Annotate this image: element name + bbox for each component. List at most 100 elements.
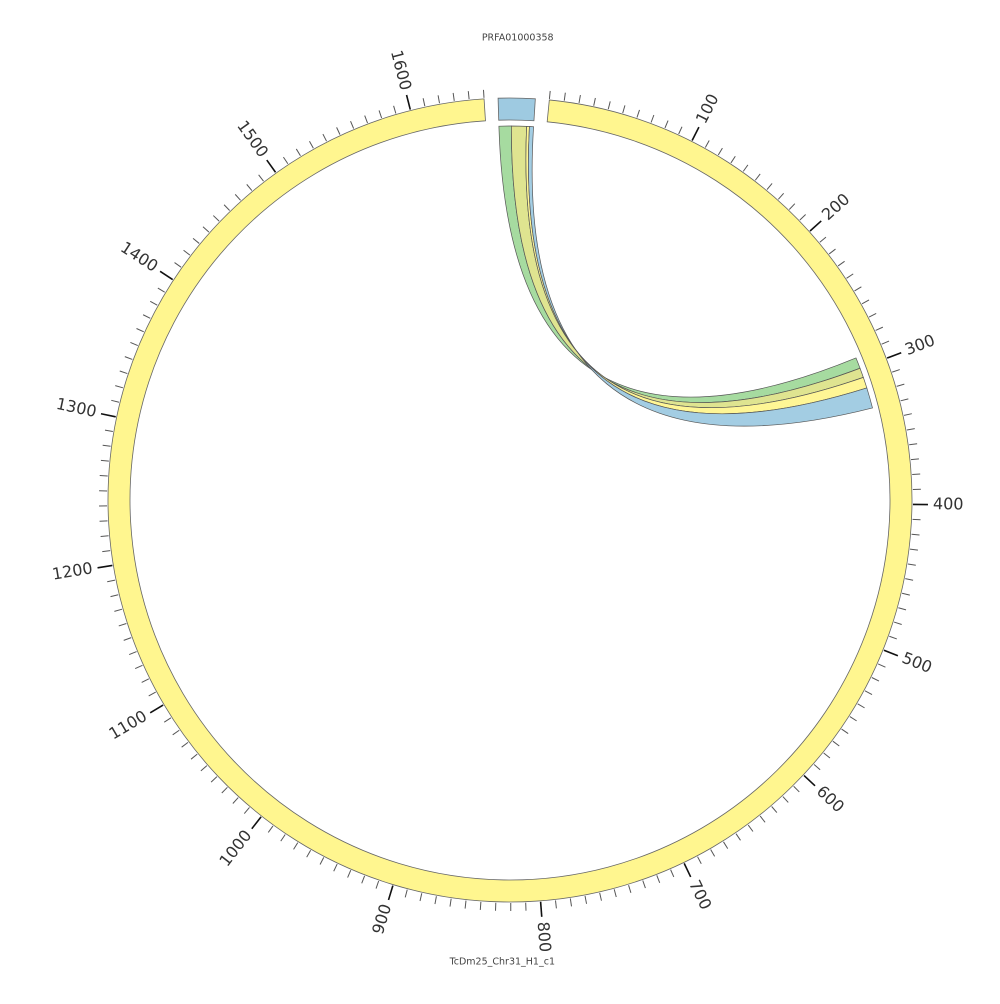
minor-tick (211, 777, 217, 782)
minor-tick (820, 237, 826, 242)
major-tick (887, 353, 901, 358)
major-tick (541, 902, 542, 917)
minor-tick (296, 149, 300, 156)
minor-tick (872, 678, 879, 682)
minor-tick (907, 429, 915, 430)
tick-label: 300 (902, 330, 937, 359)
minor-tick (912, 534, 920, 535)
minor-tick (323, 134, 327, 141)
major-tick (150, 705, 163, 713)
minor-tick (555, 900, 556, 908)
minor-tick (294, 843, 298, 850)
minor-tick (142, 679, 149, 683)
tick-label: 200 (818, 189, 853, 224)
major-tick (389, 886, 393, 900)
minor-tick (120, 371, 128, 374)
minor-tick (103, 445, 111, 446)
minor-tick (705, 141, 709, 148)
minor-tick (671, 870, 674, 877)
minor-tick (420, 893, 422, 901)
major-tick (692, 127, 699, 140)
minor-tick (789, 204, 795, 210)
minor-tick (173, 730, 180, 735)
tick-label: 700 (685, 877, 715, 913)
minor-tick (453, 93, 454, 101)
minor-tick (850, 717, 857, 721)
minor-tick (911, 459, 919, 460)
tick-label: 1100 (105, 706, 150, 743)
segment (498, 98, 535, 121)
minor-tick (450, 899, 451, 907)
minor-tick (222, 787, 228, 793)
minor-tick (731, 156, 735, 163)
minor-tick (579, 95, 580, 103)
minor-tick (772, 806, 777, 812)
minor-tick (901, 399, 909, 401)
minor-tick (643, 881, 646, 889)
minor-tick (435, 896, 436, 904)
tick-label: 1500 (233, 117, 272, 161)
minor-tick (136, 328, 143, 331)
minor-tick (657, 875, 660, 882)
minor-tick (623, 105, 625, 113)
minor-tick (193, 238, 199, 243)
tick-label: 1300 (55, 394, 99, 421)
link (499, 126, 860, 403)
major-tick (884, 650, 898, 656)
minor-tick (908, 564, 916, 565)
minor-tick (438, 95, 439, 103)
minor-tick (201, 766, 207, 771)
minor-tick (910, 549, 918, 550)
minor-tick (224, 205, 230, 211)
minor-tick (889, 636, 897, 639)
minor-tick (124, 638, 132, 641)
minor-tick (158, 288, 165, 292)
major-tick (160, 271, 173, 279)
minor-tick (912, 474, 920, 475)
minor-tick (111, 595, 119, 597)
minor-tick (105, 430, 113, 431)
minor-tick (594, 98, 596, 106)
minor-tick (423, 98, 425, 106)
minor-tick (115, 386, 123, 388)
minor-tick (235, 194, 240, 200)
tick-label: 400 (933, 494, 964, 513)
minor-tick (736, 834, 740, 841)
minor-tick (862, 300, 869, 304)
minor-tick (405, 890, 407, 898)
tick-label: 600 (813, 782, 848, 817)
minor-tick (307, 850, 311, 857)
minor-tick (309, 141, 313, 148)
minor-tick (334, 864, 337, 871)
tick-label: 1400 (117, 238, 161, 276)
major-tick (684, 863, 690, 877)
minor-tick (665, 121, 668, 128)
minor-tick (376, 881, 379, 889)
minor-tick (164, 718, 171, 722)
minor-tick (483, 90, 484, 98)
minor-tick (783, 797, 788, 803)
major-tick (407, 95, 411, 110)
minor-tick (129, 652, 136, 655)
minor-tick (135, 665, 142, 668)
minor-tick (637, 110, 640, 118)
major-tick (810, 221, 821, 231)
minor-tick (651, 115, 654, 122)
tick-label: 800 (534, 921, 555, 953)
minor-tick (824, 753, 830, 758)
minor-tick (107, 580, 115, 582)
minor-tick (902, 593, 910, 595)
minor-tick (760, 816, 765, 822)
minor-tick (191, 754, 197, 759)
minor-tick (465, 901, 466, 909)
minor-tick (394, 106, 396, 114)
minor-tick (102, 551, 110, 552)
minor-tick (814, 764, 820, 769)
minor-tick (829, 249, 835, 254)
minor-tick (698, 857, 702, 864)
tick-label: 100 (692, 91, 723, 127)
major-tick (98, 565, 113, 567)
minor-tick (855, 287, 862, 291)
minor-tick (858, 704, 865, 708)
